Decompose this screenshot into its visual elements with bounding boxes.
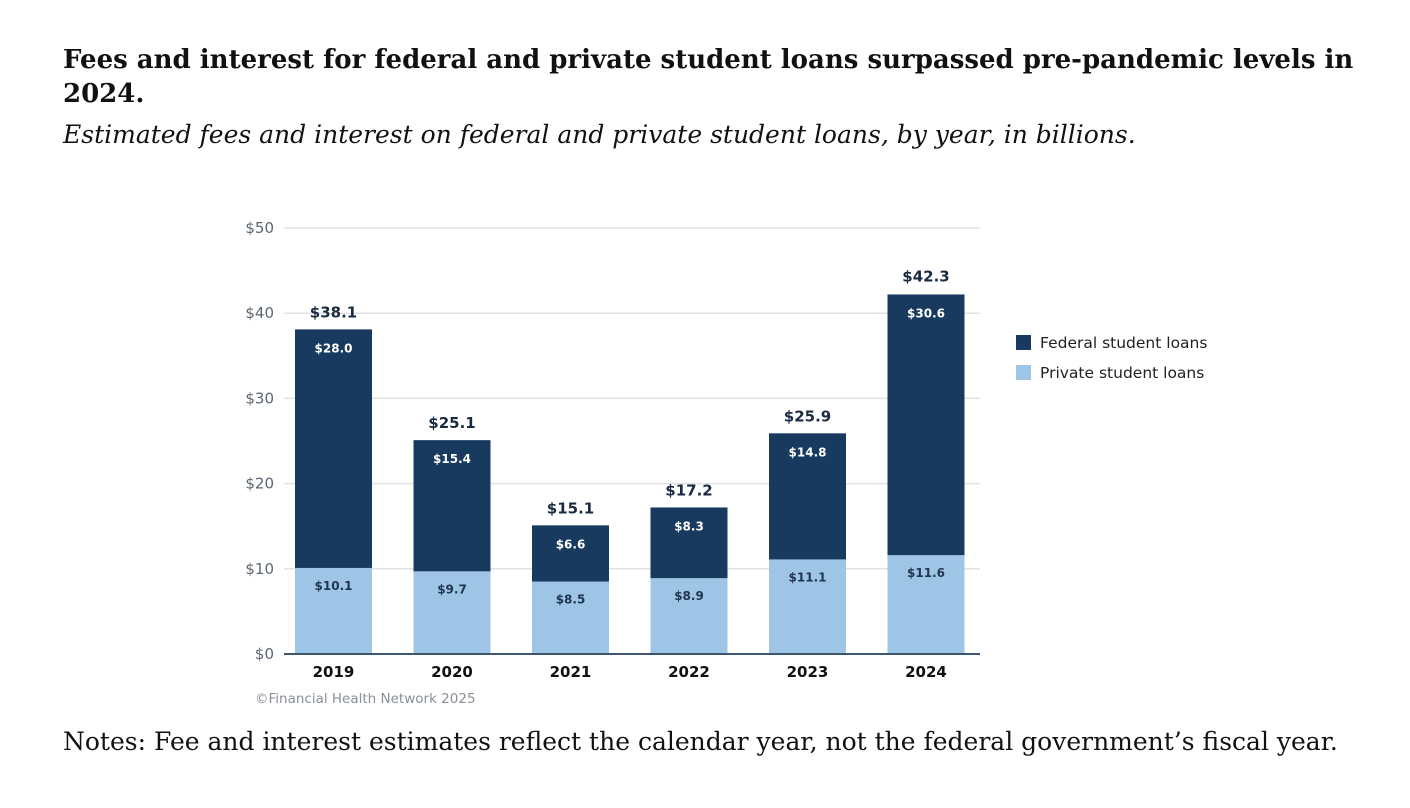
x-tick-label: 2024 [905,663,947,681]
bar-federal [413,440,491,572]
data-label: $11.6 [907,566,945,580]
bar-federal [650,507,728,579]
data-label: $8.5 [556,593,586,607]
bar-private [295,567,372,654]
bar-federal [769,433,846,560]
bar-private [413,571,491,654]
bar-federal [887,294,965,556]
bar-private [650,578,728,654]
data-label: $8.9 [674,589,704,603]
total-label: $25.1 [428,414,475,432]
data-label: $9.7 [437,582,467,596]
data-label: $11.1 [789,570,827,584]
bar-private [532,581,609,654]
y-tick-label: $10 [245,560,274,578]
bar-private [769,559,846,654]
legend-label: Federal student loans [1040,334,1207,352]
total-label: $38.1 [310,303,357,321]
data-label: $6.6 [556,537,586,551]
total-label: $25.9 [784,407,831,425]
data-label: $15.4 [433,452,471,466]
data-label: $8.3 [674,519,704,533]
bar-federal [295,329,372,568]
total-label: $15.1 [547,499,594,517]
total-label: $42.3 [902,268,949,286]
data-label: $10.1 [315,579,353,593]
data-label: $14.8 [789,445,827,459]
y-tick-label: $30 [245,389,274,407]
x-tick-label: 2020 [431,663,473,681]
y-tick-label: $40 [245,304,274,322]
y-tick-label: $0 [255,645,274,663]
chart-subtitle: Estimated fees and interest on federal a… [63,120,1136,149]
data-label: $28.0 [315,341,353,355]
total-label: $17.2 [665,481,712,499]
legend-label: Private student loans [1040,364,1204,382]
bar-private [887,555,965,654]
chart-notes: Notes: Fee and interest estimates reflec… [63,727,1338,756]
x-tick-label: 2021 [550,663,592,681]
x-tick-label: 2022 [668,663,710,681]
chart-title: Fees and interest for federal and privat… [63,45,1354,109]
y-tick-label: $50 [245,219,274,237]
legend-swatch [1016,335,1031,350]
data-label: $30.6 [907,306,945,320]
legend-swatch [1016,365,1031,380]
x-tick-label: 2019 [313,663,355,681]
y-tick-label: $20 [245,475,274,493]
source-label: ©Financial Health Network 2025 [255,691,476,707]
x-tick-label: 2023 [787,663,829,681]
bar-federal [532,525,609,582]
